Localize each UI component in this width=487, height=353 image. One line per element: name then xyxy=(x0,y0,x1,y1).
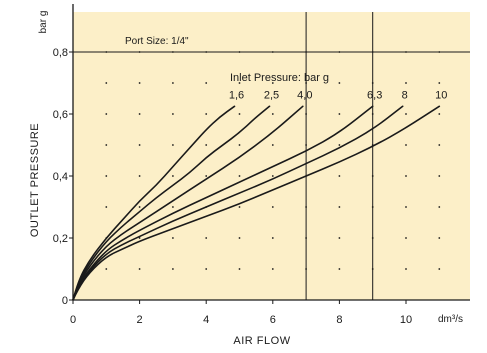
x-tick-label: 10 xyxy=(400,314,412,326)
grid-dot xyxy=(438,144,441,146)
grid-dot xyxy=(438,268,441,270)
x-tick-label: 8 xyxy=(336,314,342,326)
grid-dot xyxy=(105,206,108,208)
grid-dot xyxy=(172,175,174,177)
x-tick-label: 0 xyxy=(70,314,76,326)
grid-dot xyxy=(271,175,274,177)
series-label: 1,6 xyxy=(229,89,244,101)
series-label: 8 xyxy=(402,89,408,101)
grid-dot xyxy=(205,113,208,115)
grid-dot xyxy=(172,82,174,84)
grid-dot xyxy=(138,237,141,239)
series-curve xyxy=(72,105,271,301)
x-tick-label: 6 xyxy=(270,314,276,326)
grid-dot xyxy=(338,268,341,270)
grid-dot xyxy=(405,268,407,270)
grid-dot xyxy=(271,268,274,270)
series-curve xyxy=(72,105,374,301)
series-curve xyxy=(72,105,441,301)
series-label: 10 xyxy=(435,89,447,101)
grid-dot xyxy=(172,113,174,115)
grid-dot xyxy=(405,144,407,146)
series-labels: 1,6 2,5 4,0 6,3 8 10 xyxy=(229,89,448,101)
grid-dot xyxy=(405,206,407,208)
x-tick-label: 4 xyxy=(203,314,209,326)
y-tick-label: 0 xyxy=(62,295,68,307)
x-axis-label: AIR FLOW xyxy=(233,335,290,347)
grid-dot xyxy=(271,113,274,115)
grid-dot xyxy=(205,237,208,239)
y-tick-label: 0,6 xyxy=(53,109,68,121)
grid-dot xyxy=(238,113,241,115)
series-curve xyxy=(72,105,304,301)
grid-dot xyxy=(172,144,174,146)
y-axis-label: OUTLET PRESSURE xyxy=(29,123,41,237)
series-label: 4,0 xyxy=(297,89,312,101)
tick-labels: 0 2 4 6 8 10 0 0,2 0,4 0,6 0,8 xyxy=(53,47,412,326)
grid-dot xyxy=(238,175,241,177)
grid-dot xyxy=(405,113,407,115)
y-tick-label: 0,2 xyxy=(53,233,68,245)
reference-lines xyxy=(73,12,470,300)
grid-dot xyxy=(138,113,141,115)
y-tick-label: 0,4 xyxy=(53,171,68,183)
x-tick-label: 2 xyxy=(137,314,143,326)
grid-dot xyxy=(338,82,341,84)
grid-dot xyxy=(105,175,108,177)
grid-dot xyxy=(238,237,241,239)
grid-dot xyxy=(338,113,341,115)
grid-dot xyxy=(405,237,407,239)
grid-dot xyxy=(138,82,141,84)
grid-dot xyxy=(205,268,208,270)
grid-dot xyxy=(271,206,274,208)
grid-dot xyxy=(205,82,208,84)
series-curve xyxy=(72,105,236,301)
series-label: 6,3 xyxy=(367,89,382,101)
grid-dot xyxy=(172,206,174,208)
grid-dot xyxy=(238,268,241,270)
grid-dot xyxy=(138,268,141,270)
grid-dot xyxy=(105,82,108,84)
grid-dot xyxy=(338,175,341,177)
grid-dot xyxy=(438,82,441,84)
grid-dot xyxy=(338,206,341,208)
grid-dot xyxy=(438,175,441,177)
grid-dot xyxy=(138,144,141,146)
chart-title: Port Size: 1/4" xyxy=(125,36,189,47)
grid-dot xyxy=(338,237,341,239)
grid-dot xyxy=(138,175,141,177)
grid-dot xyxy=(205,175,208,177)
series-curve xyxy=(72,105,404,301)
grid-dot xyxy=(105,268,108,270)
x-unit-label: dm³/s xyxy=(438,314,463,325)
series-curves xyxy=(72,105,441,301)
legend-title: Inlet Pressure: bar g xyxy=(230,72,329,84)
grid-dot xyxy=(172,237,174,239)
grid-dot xyxy=(238,144,241,146)
grid-dot xyxy=(438,237,441,239)
plot-background xyxy=(73,12,470,300)
grid-dot xyxy=(271,144,274,146)
y-unit-label: bar g xyxy=(38,11,49,34)
grid-dot xyxy=(105,144,108,146)
grid-dot xyxy=(405,82,407,84)
grid-dot xyxy=(105,113,108,115)
grid-dot xyxy=(438,206,441,208)
grid-dot xyxy=(138,206,141,208)
grid-dot xyxy=(238,82,241,84)
grid-dot xyxy=(271,82,274,84)
grid-dot xyxy=(338,144,341,146)
grid-dot xyxy=(405,175,407,177)
grid-dot xyxy=(205,144,208,146)
series-label: 2,5 xyxy=(264,89,279,101)
y-tick-label: 0,8 xyxy=(53,47,68,59)
grid-dot xyxy=(438,113,441,115)
grid-dot xyxy=(238,206,241,208)
grid-dot xyxy=(172,268,174,270)
grid-dot xyxy=(271,237,274,239)
